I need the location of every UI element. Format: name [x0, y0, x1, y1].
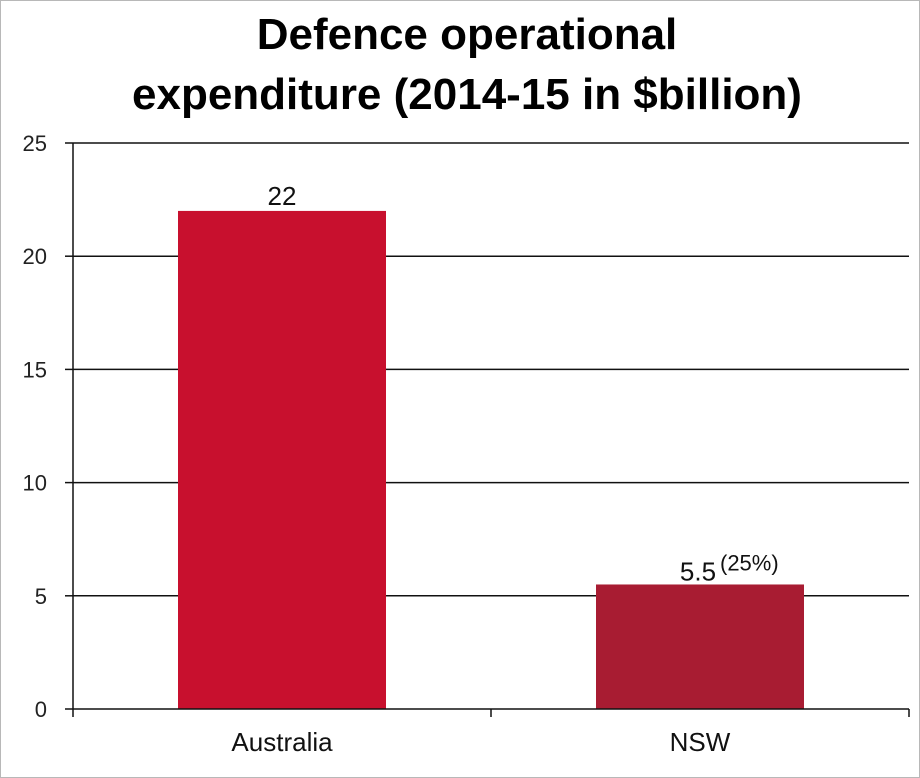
value-label-australia: 22 [268, 181, 297, 211]
labels: 22 Australia 5.5 (25%) NSW 0 5 10 15 20 25 [23, 131, 779, 757]
y-tick-label-25: 25 [23, 131, 47, 156]
bars [178, 210, 804, 710]
bar-australia [178, 210, 386, 710]
y-tick-label-0: 0 [35, 697, 47, 722]
x-tick-label-nsw: NSW [670, 727, 731, 757]
y-tick-label-15: 15 [23, 357, 47, 382]
chart-title-line-2: expenditure (2014-15 in $billion) [132, 70, 802, 119]
chart-title: Defence operational expenditure (2014-15 … [132, 10, 802, 119]
chart-title-line-1: Defence operational [257, 10, 678, 59]
value-label-nsw: 5.5 [680, 556, 716, 586]
y-tick-label-20: 20 [23, 244, 47, 269]
y-tick-label-10: 10 [23, 471, 47, 496]
x-tick-label-australia: Australia [231, 727, 333, 757]
value-note-nsw: (25%) [720, 550, 779, 575]
y-tick-label-5: 5 [35, 584, 47, 609]
axes [65, 142, 910, 717]
bar-nsw [596, 584, 804, 709]
